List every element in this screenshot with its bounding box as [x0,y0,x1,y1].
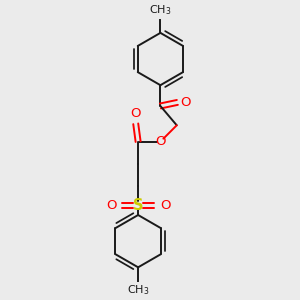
Text: O: O [180,96,190,109]
Text: O: O [160,199,170,212]
Text: O: O [130,107,140,120]
Text: CH$_3$: CH$_3$ [127,283,149,297]
Text: O: O [155,135,166,148]
Text: S: S [133,198,143,213]
Text: CH$_3$: CH$_3$ [149,4,172,17]
Text: O: O [106,199,116,212]
